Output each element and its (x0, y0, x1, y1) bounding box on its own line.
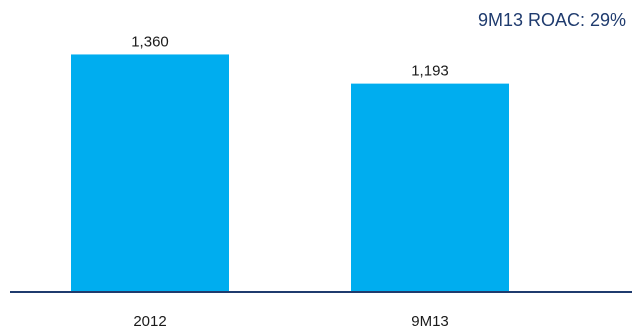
bar-2012 (71, 54, 229, 292)
roac-annotation: 9M13 ROAC: 29% (477, 10, 626, 30)
x-tick-label-9M13: 9M13 (411, 313, 449, 330)
x-tick-label-2012: 2012 (133, 313, 166, 330)
bar-9M13 (351, 83, 509, 292)
labels-group: 1,360 2012 1,193 9M13 (131, 33, 449, 330)
bars-group (71, 54, 509, 292)
data-label-2012: 1,360 (131, 33, 169, 50)
data-label-9M13: 1,193 (411, 63, 449, 80)
